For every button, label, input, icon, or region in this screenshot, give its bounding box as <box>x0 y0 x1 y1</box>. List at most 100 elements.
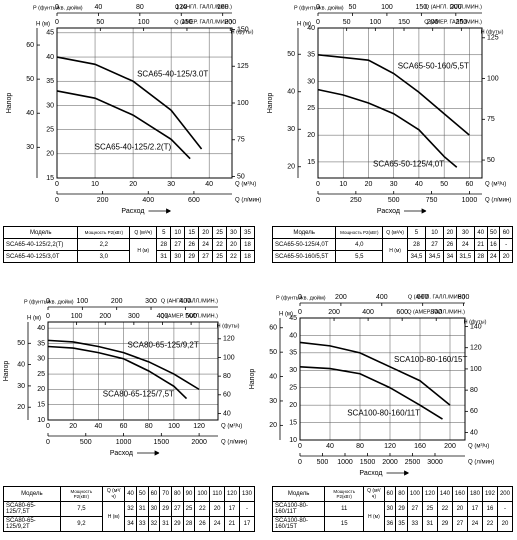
power-cell: 2,2 <box>77 238 131 251</box>
x2-tick-label: 200 <box>97 197 109 204</box>
power-cell: 3,0 <box>77 250 131 263</box>
spec-table: Модель Мощность P2(кВт) Q (м³/ч) 5 10 15 20 25 3… <box>2 226 255 263</box>
series-label: SCA100-80-160/11T <box>347 408 420 417</box>
x2-tick-label: 0 <box>46 439 50 446</box>
pump-curve <box>56 56 203 150</box>
x-tick-label: 120 <box>384 443 396 450</box>
table-row: SCA65-40-125/2,2(T) 2,2 H (м) 28 27 26 24 22 20 1… <box>2 238 255 263</box>
x-tick-label: 200 <box>444 443 456 450</box>
y-tick-label: 30 <box>289 367 297 374</box>
value-cell: 24 <box>486 250 501 263</box>
y2-tick-label: 75 <box>237 137 245 144</box>
table-header: Модель Мощность P2(кВт) Q (м³/ч) 40 50 60 70 80… <box>3 486 256 502</box>
y2-tick-label: 75 <box>487 116 495 123</box>
x-tick-label: 50 <box>440 181 448 188</box>
value-cell: 30 <box>170 250 186 263</box>
value-cell: 32 <box>147 516 161 532</box>
y-tick-label: 40 <box>289 332 297 339</box>
x4-axis-label: Q (АНГЛ. ГАЛЛ./МИН.) <box>161 298 218 304</box>
value-cell: 30 <box>147 501 161 517</box>
x3-tick-label: 50 <box>96 19 104 26</box>
value-cell: 24 <box>466 516 483 532</box>
x2-tick-label: 0 <box>316 197 320 204</box>
y-tick-label: 15 <box>307 159 315 166</box>
y2-tick-label: 80 <box>470 387 478 394</box>
y3-tick-label: 20 <box>17 404 25 411</box>
x-tick-label: 60 <box>120 423 128 430</box>
pump-curve <box>56 90 191 160</box>
y2-axis-label: H (футы) <box>481 29 504 35</box>
x2-tick-label: 1000 <box>116 439 132 446</box>
x3-axis-label: Q (АМЕР. ГАЛЛ./МИН.) <box>424 19 482 25</box>
x2-tick-label: 500 <box>317 459 329 466</box>
power-cell: 9,2 <box>59 516 104 532</box>
series-label: SCA100-80-160/15T <box>394 355 467 364</box>
model-cell: SCA65-40-125/2,2(T) <box>2 238 79 251</box>
value-cell: 32 <box>124 501 137 517</box>
x3-tick-label: 400 <box>157 313 169 320</box>
flow-arrow <box>386 470 409 476</box>
value-cell: 22 <box>436 501 453 517</box>
y3-axis-label: P (фунты/кв. дюйм) <box>24 298 74 305</box>
y2-axis-label: H (футы) <box>231 29 254 35</box>
flow-label: Расход <box>359 470 382 477</box>
x-tick-label: 0 <box>55 181 59 188</box>
x-axis-label: Q (м³/ч) <box>221 424 242 430</box>
value-cell: 24 <box>198 238 214 251</box>
header-cell: 35 <box>240 226 255 239</box>
power-cell: 4,0 <box>335 238 384 251</box>
y3-tick-label: 60 <box>269 325 277 332</box>
y2-tick-label: 120 <box>223 336 235 343</box>
x2-tick-label: 2000 <box>191 439 207 446</box>
x2-axis-label: Q (л/мин) <box>485 198 511 204</box>
x3-tick-label: 0 <box>55 19 59 26</box>
x2-tick-label: 2500 <box>405 459 421 466</box>
header-cell: 40 <box>124 486 137 502</box>
y-tick-label: 10 <box>289 437 297 444</box>
y2-tick-label: 40 <box>470 429 478 436</box>
value-cell: 29 <box>395 501 408 517</box>
x-tick-label: 60 <box>465 181 473 188</box>
x-tick-label: 80 <box>356 443 364 450</box>
header-cell: Модель <box>271 226 337 239</box>
x4-tick-label: 0 <box>316 4 320 11</box>
x-tick-label: 160 <box>414 443 426 450</box>
value-cell: 31,5 <box>455 250 475 263</box>
x-tick-label: 10 <box>91 181 99 188</box>
value-cell: 26 <box>443 238 457 251</box>
flow-arrow <box>404 208 427 214</box>
h-cell: H (м) <box>382 238 408 263</box>
header-cell: Мощность P2(кВт) <box>335 226 384 239</box>
header-cell: 60 <box>499 226 513 239</box>
series-label: SCA65-50-160/5,5T <box>398 62 469 71</box>
x4-tick-label: 0 <box>46 298 50 305</box>
y2-tick-label: 150 <box>237 26 249 33</box>
x-axis-label: Q (м³/ч) <box>235 182 256 188</box>
x-tick-label: 40 <box>415 181 423 188</box>
y2-tick-label: 120 <box>470 345 482 352</box>
x4-tick-label: 200 <box>450 4 462 11</box>
header-cell: 80 <box>170 486 184 502</box>
x4-tick-label: 300 <box>145 298 157 305</box>
y3-tick-label: 30 <box>17 383 25 390</box>
spec-table: Модель Мощность P2(кВт) Q (м³/ч) 5 10 20 30 40 5… <box>271 226 513 263</box>
model-cell: SCA100-80-160/11T <box>271 501 326 517</box>
header-cell: 60 <box>383 486 397 502</box>
x4-tick-label: 40 <box>95 4 103 11</box>
y3-axis-label: P (фунты/кв. дюйм) <box>33 4 83 11</box>
value-cell: 27 <box>170 501 184 517</box>
y2-tick-label: 140 <box>470 323 482 330</box>
y3-tick-label: 20 <box>287 164 295 171</box>
table-row: SCA100-80-160/11T 11 H (м) 30 29 27 25 22 20 17 16… <box>271 501 514 532</box>
model-cell: SCA80-65-125/7,5T <box>3 501 61 517</box>
value-cell: 24 <box>455 238 475 251</box>
x4-tick-label: 160 <box>217 4 229 11</box>
header-cell: 10 <box>425 226 445 239</box>
flow-arrow <box>148 208 171 214</box>
value-cell: 25 <box>421 501 438 517</box>
value-cell: - <box>496 501 514 517</box>
value-cell: 27 <box>170 238 186 251</box>
y3-axis-label: P (фунты/кв. дюйм) <box>276 294 326 301</box>
x3-tick-label: 400 <box>362 309 374 316</box>
